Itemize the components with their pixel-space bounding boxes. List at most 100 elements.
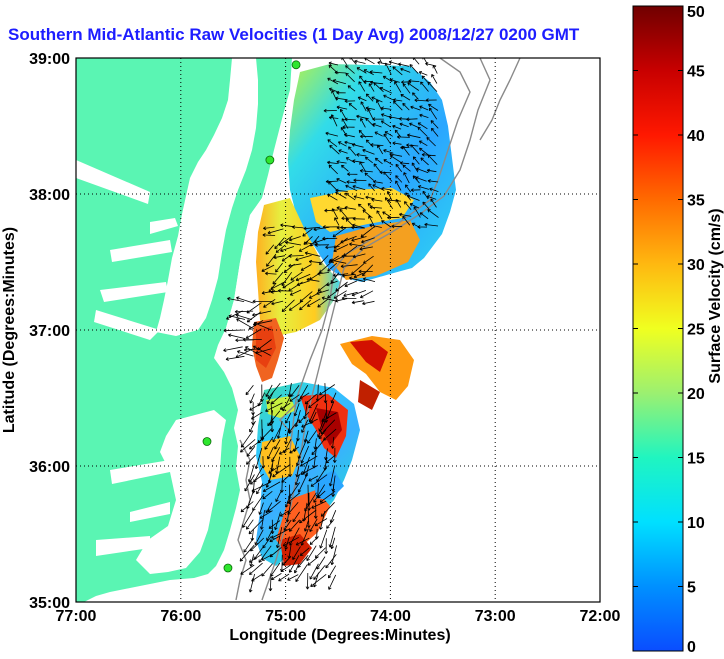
colorbar-tick-label: 0 bbox=[687, 639, 696, 656]
velocity-arrow bbox=[246, 454, 256, 465]
velocity-arrow bbox=[298, 411, 310, 424]
velocity-arrow bbox=[404, 201, 412, 211]
velocity-arrow bbox=[333, 273, 349, 278]
velocity-arrow bbox=[317, 490, 326, 499]
velocity-arrow bbox=[311, 438, 326, 456]
velocity-arrow bbox=[252, 299, 273, 304]
velocity-arrow bbox=[314, 518, 328, 527]
velocity-arrow bbox=[386, 190, 393, 201]
colorbar-tick-label: 30 bbox=[687, 257, 705, 274]
velocity-arrow bbox=[285, 412, 292, 424]
velocity-arrow bbox=[278, 573, 290, 582]
velocity-arrow bbox=[313, 226, 330, 232]
velocity-arrow bbox=[311, 500, 327, 509]
velocity-arrow bbox=[360, 134, 373, 139]
velocity-arrow bbox=[309, 563, 319, 580]
velocity-arrow bbox=[392, 124, 402, 130]
velocity-arrow bbox=[341, 254, 355, 259]
velocity-arrow bbox=[254, 529, 264, 546]
velocity-arrow bbox=[326, 280, 338, 287]
velocity-arrow bbox=[279, 402, 291, 410]
velocity-arrow bbox=[263, 226, 275, 231]
velocity-arrow bbox=[349, 242, 366, 247]
velocity-arrow bbox=[356, 114, 367, 119]
velocity-arrow bbox=[308, 259, 321, 264]
velocity-arrow bbox=[300, 445, 310, 464]
x-axis-label: Longitude (Degrees:Minutes) bbox=[229, 627, 450, 644]
x-tick-label: 76:00 bbox=[160, 608, 201, 625]
velocity-arrow bbox=[271, 300, 284, 306]
velocity-arrow bbox=[319, 510, 326, 530]
y-tick-label: 38:00 bbox=[29, 187, 70, 204]
velocity-arrow bbox=[262, 490, 273, 500]
velocity-arrow bbox=[310, 474, 328, 487]
velocity-arrow bbox=[240, 501, 254, 513]
velocity-arrow bbox=[267, 500, 281, 512]
velocity-arrow bbox=[234, 309, 254, 314]
velocity-arrow bbox=[295, 564, 308, 583]
velocity-arrow bbox=[284, 493, 291, 508]
velocity-arrow bbox=[327, 77, 339, 85]
velocity-arrow bbox=[334, 70, 346, 75]
velocity-arrow bbox=[308, 394, 326, 409]
velocity-arrow bbox=[422, 201, 430, 210]
velocity-arrow bbox=[304, 251, 321, 257]
velocity-arrow bbox=[313, 484, 326, 503]
velocity-arrow bbox=[389, 78, 400, 83]
velocity-field-mid bbox=[256, 198, 340, 336]
velocity-arrow bbox=[330, 545, 337, 566]
velocity-arrow bbox=[383, 133, 392, 145]
velocity-arrow bbox=[248, 573, 255, 593]
velocity-arrow bbox=[262, 233, 276, 237]
velocity-arrow bbox=[346, 180, 357, 184]
chart-title: Southern Mid-Atlantic Raw Velocities (1 … bbox=[8, 25, 580, 44]
velocity-arrow bbox=[368, 183, 375, 192]
velocity-arrow bbox=[327, 139, 338, 148]
velocity-arrow bbox=[418, 71, 428, 76]
velocity-arrow bbox=[348, 146, 357, 156]
velocity-arrow bbox=[236, 318, 254, 330]
velocity-arrow bbox=[252, 310, 272, 317]
velocity-arrow bbox=[319, 529, 328, 549]
velocity-arrow bbox=[365, 117, 375, 127]
velocity-arrow bbox=[379, 86, 393, 94]
velocity-arrow bbox=[268, 520, 281, 529]
velocity-arrow bbox=[400, 94, 411, 101]
velocity-arrow bbox=[267, 446, 274, 460]
velocity-arrow bbox=[362, 148, 375, 155]
velocity-arrow bbox=[402, 164, 411, 172]
velocity-arrow bbox=[425, 98, 437, 103]
velocity-arrow bbox=[329, 145, 340, 155]
velocity-arrow bbox=[403, 172, 410, 184]
velocity-arrow bbox=[249, 420, 256, 433]
colorbar-tick-label: 10 bbox=[687, 515, 705, 532]
velocity-arrow bbox=[325, 245, 340, 250]
velocity-arrow bbox=[299, 509, 317, 524]
velocity-arrow bbox=[335, 96, 348, 101]
velocity-arrow bbox=[409, 203, 420, 209]
velocity-arrow bbox=[266, 391, 274, 405]
velocity-arrow bbox=[289, 289, 302, 296]
velocity-arrow bbox=[364, 172, 375, 181]
velocity-arrow bbox=[373, 82, 384, 93]
velocity-arrow bbox=[351, 300, 364, 305]
x-tick-label: 74:00 bbox=[370, 608, 411, 625]
velocity-arrow bbox=[373, 180, 383, 184]
y-tick-label: 37:00 bbox=[29, 323, 70, 340]
velocity-arrow bbox=[226, 310, 243, 320]
velocity-arrow bbox=[376, 210, 383, 220]
velocity-arrow bbox=[225, 355, 245, 361]
velocity-arrow bbox=[370, 143, 384, 147]
velocity-arrow bbox=[412, 156, 420, 165]
velocity-arrow bbox=[284, 428, 290, 445]
velocity-arrow bbox=[272, 427, 281, 443]
velocity-arrow bbox=[427, 81, 438, 92]
velocity-arrow bbox=[380, 120, 391, 128]
velocity-arrow bbox=[353, 178, 367, 183]
velocity-arrow bbox=[261, 553, 273, 561]
velocity-arrow bbox=[409, 64, 419, 74]
velocity-arrow bbox=[299, 547, 310, 556]
velocity-arrow bbox=[296, 280, 310, 287]
velocity-arrow bbox=[343, 291, 358, 297]
velocity-arrow bbox=[316, 289, 330, 295]
